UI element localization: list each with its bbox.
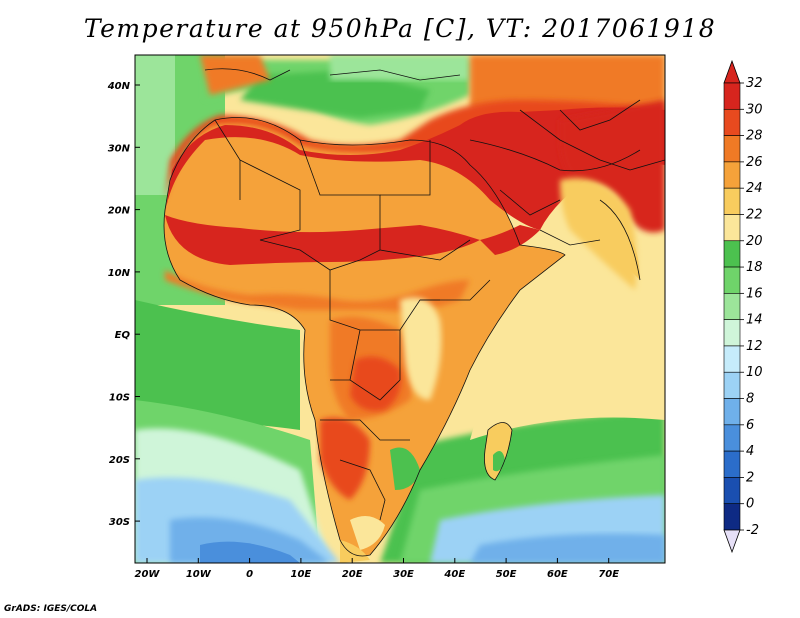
colorbar-label: 12 [746,339,763,354]
lon-tick-label: 0 [246,569,253,580]
colorbar-label: 22 [746,207,763,222]
lon-tick-label: 40E [443,569,465,580]
colorbar-swatch [723,450,741,478]
lat-tick-label: 30N [108,143,131,154]
colorbar-swatch [723,187,741,215]
lat-tick-label: EQ [115,330,131,341]
lon-tick-label: 20E [342,569,363,580]
colorbar-label: 16 [746,286,763,301]
colorbar-swatch [723,266,741,294]
colorbar-swatch [723,503,741,531]
colorbar-label: 28 [746,129,763,144]
colorbar-swatch [723,477,741,505]
lat-tick-label: 20S [109,455,130,466]
lon-tick-label: 10E [291,569,312,580]
colorbar-label: 6 [746,418,754,433]
latitude-ticks: 40N 30N 20N 10N EQ 10S 20S 30S [107,81,140,528]
colorbar-label: 26 [746,155,763,170]
colorbar-top-arrow [723,59,741,84]
lat-tick-label: 10N [108,268,131,279]
map-title: Temperature at 950hPa [C], VT: 201706191… [83,14,717,43]
colorbar-swatch [723,345,741,373]
lat-tick-label: 20N [108,206,131,217]
colorbar-swatch [723,424,741,452]
lon-tick-label: 70E [598,569,619,580]
colorbar-swatch [723,240,741,268]
lon-tick-label: 10W [186,569,212,580]
colorbar-label: 14 [746,313,763,328]
sahara-hot-core [165,107,665,230]
colorbar-label: 32 [746,76,763,91]
longitude-ticks: 20W 10W 0 10E 20E 30E 40E 50E 60E 70E [135,558,619,580]
lon-tick-label: 60E [547,569,568,580]
colorbar-label: 18 [746,260,763,275]
colorbar-swatch [723,135,741,163]
map-frame [134,54,666,564]
colorbar-label: -2 [746,523,759,538]
colorbar-swatch [723,319,741,347]
lat-tick-label: 30S [109,517,130,528]
colorbar-label: 20 [746,234,763,249]
colorbar-swatch [723,108,741,136]
colorbar-swatch [723,214,741,242]
colorbar-label: 8 [746,392,754,407]
colorbar-swatch [723,161,741,189]
colorbar [723,59,741,554]
colorbar-label: 24 [746,181,763,196]
country-borders [163,68,665,557]
lat-tick-label: 10S [109,393,130,404]
colorbar-label: 0 [746,497,754,512]
lat-tick-label: 40N [107,81,131,92]
lon-tick-label: 20W [135,569,161,580]
atlantic-south-band [135,300,300,430]
colorbar-label: 2 [746,470,754,485]
lon-tick-label: 30E [393,569,414,580]
temperature-field [135,55,665,563]
colorbar-label: 4 [746,444,754,459]
colorbar-bottom-arrow [723,529,741,554]
colorbar-swatch [723,371,741,399]
colorbar-swatch [723,398,741,426]
colorbar-swatch [723,293,741,320]
colorbar-label: 10 [746,365,763,380]
lon-tick-label: 50E [496,569,517,580]
credit-text: GrADS: IGES/COLA [4,604,98,614]
colorbar-swatch [723,82,741,110]
colorbar-label: 30 [746,102,763,117]
